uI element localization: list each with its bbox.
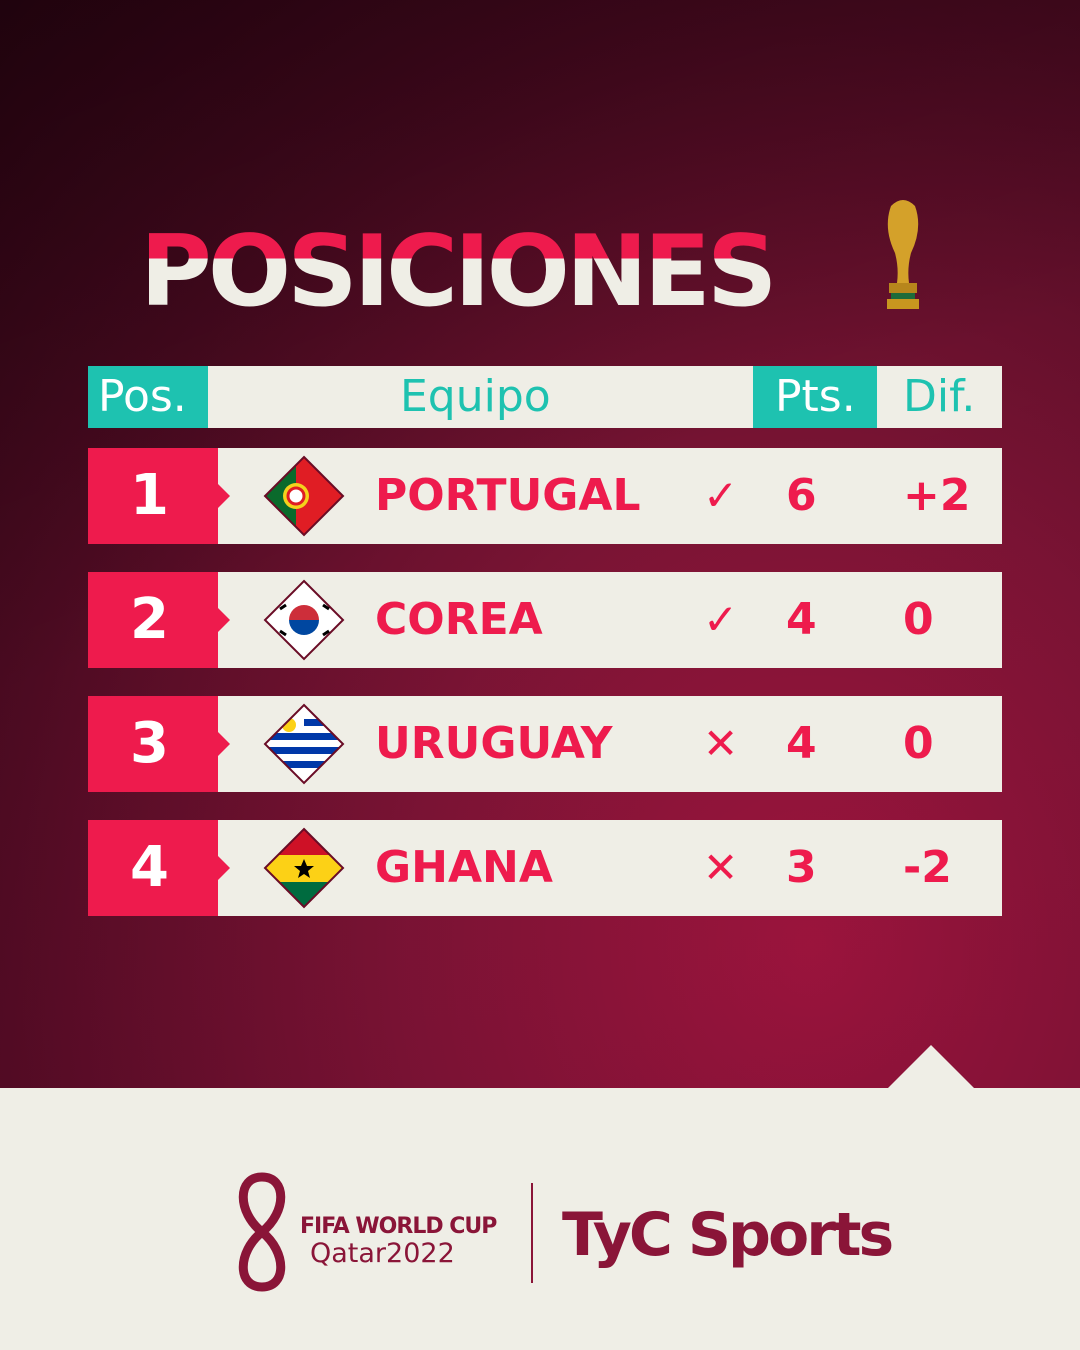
- qatar-2022-text: Qatar2022: [310, 1238, 455, 1269]
- world-cup-emblem-icon: [238, 1172, 286, 1292]
- position: 1: [88, 448, 230, 544]
- tyc-sports-logo: TyC Sports: [562, 1200, 894, 1270]
- trophy-icon: [887, 200, 919, 309]
- table-row: 2 COREA ✓ 4 0: [88, 572, 1002, 668]
- team-name: COREA: [375, 594, 543, 645]
- divider: [531, 1183, 533, 1283]
- goal-difference: -2: [903, 842, 952, 893]
- position: 4: [88, 820, 230, 916]
- team-name: PORTUGAL: [375, 470, 641, 521]
- fifa-world-cup-text: FIFA WORLD CUP: [300, 1214, 497, 1239]
- position: 2: [88, 572, 230, 668]
- table-header: Pos. Equipo Pts. Dif.: [88, 366, 1002, 428]
- check-icon: ✓: [703, 595, 739, 644]
- goal-difference: 0: [903, 594, 934, 645]
- table-row: 4 GHANA ✕ 3 -2: [88, 820, 1002, 916]
- page-title: POSICIONES: [140, 215, 777, 329]
- check-icon: ✓: [703, 471, 739, 520]
- korea-flag-icon: [263, 579, 345, 661]
- footer-notch: [887, 1045, 975, 1089]
- uruguay-flag-icon: [263, 703, 345, 785]
- goal-difference: +2: [903, 470, 971, 521]
- header-team: Equipo: [400, 371, 551, 422]
- points: 4: [786, 594, 817, 645]
- team-name: GHANA: [375, 842, 553, 893]
- portugal-flag-icon: [263, 455, 345, 537]
- footer: [0, 1088, 1080, 1350]
- points: 3: [786, 842, 817, 893]
- ghana-flag-icon: [263, 827, 345, 909]
- table-row: 1 PORTUGAL ✓ 6 +2: [88, 448, 1002, 544]
- points: 4: [786, 718, 817, 769]
- points: 6: [786, 470, 817, 521]
- position: 3: [88, 696, 230, 792]
- header-pos: Pos.: [88, 366, 208, 428]
- table-row: 3 URUGUAY ✕ 4 0: [88, 696, 1002, 792]
- team-name: URUGUAY: [375, 718, 613, 769]
- goal-difference: 0: [903, 718, 934, 769]
- cross-icon: ✕: [703, 719, 739, 768]
- header-dif: Dif.: [903, 371, 976, 422]
- header-pts: Pts.: [753, 366, 877, 428]
- cross-icon: ✕: [703, 843, 739, 892]
